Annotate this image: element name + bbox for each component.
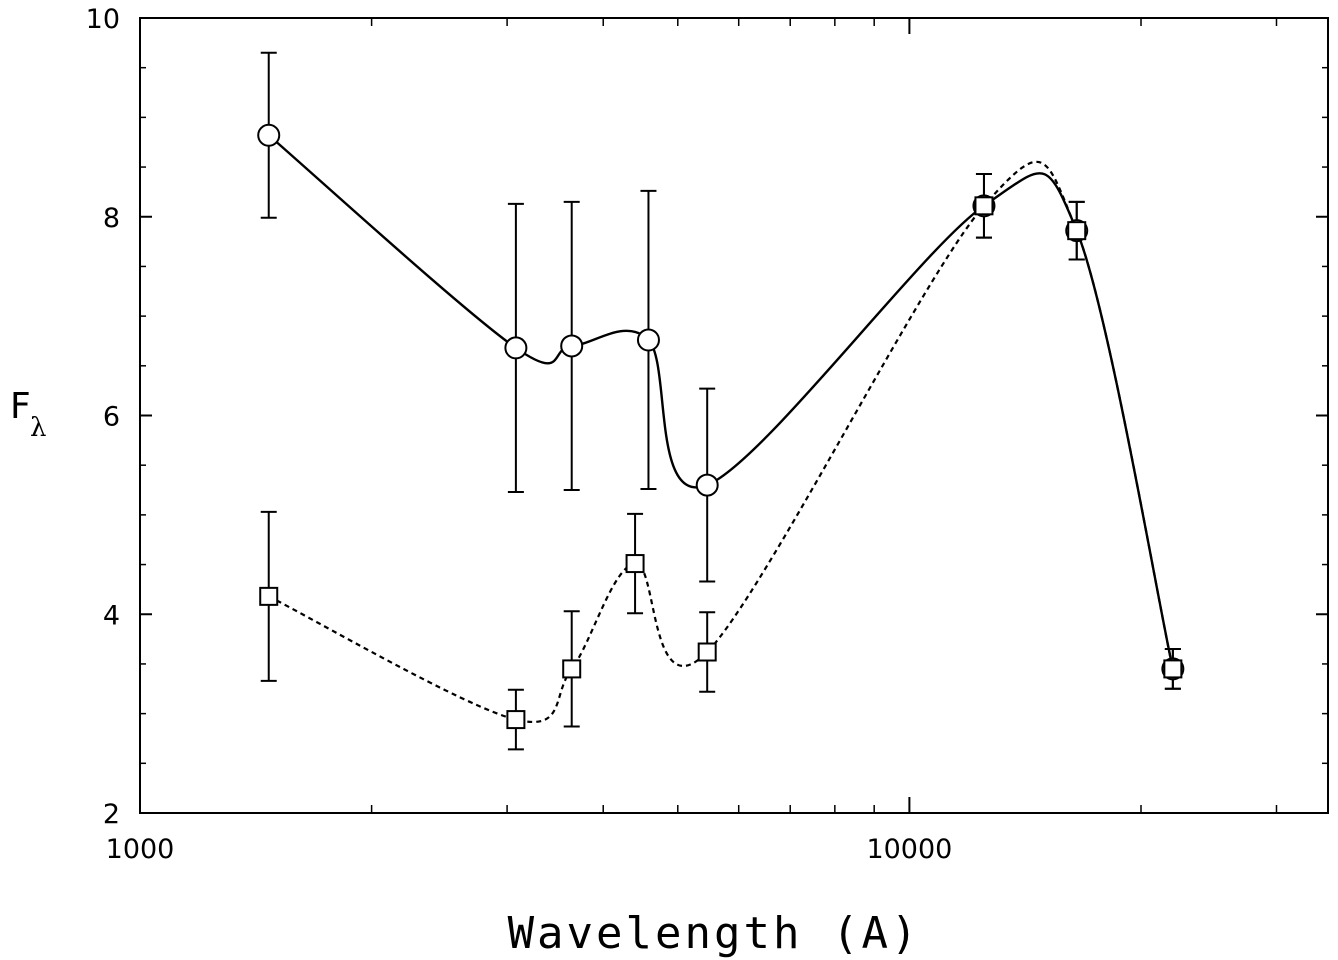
x-tick-label: 1000 xyxy=(106,834,175,865)
plot-frame xyxy=(139,17,1329,814)
square-point xyxy=(625,554,645,574)
circle-point xyxy=(695,473,719,497)
y-tick-label: 2 xyxy=(103,799,120,830)
series-curves xyxy=(267,134,1175,723)
circle-point xyxy=(636,328,660,352)
y-tick-label: 4 xyxy=(103,600,120,631)
y-tick-label: 10 xyxy=(86,4,120,35)
square-point xyxy=(697,642,717,662)
error-bars xyxy=(260,51,1181,751)
y-axis-title: F λ xyxy=(10,386,46,443)
y-tick-label: 6 xyxy=(103,402,120,433)
data-markers xyxy=(257,123,1185,730)
square-point xyxy=(562,659,582,679)
y-tick-label: 8 xyxy=(103,203,120,234)
x-tick-label: 10000 xyxy=(866,834,952,865)
y-axis-title-subscript: λ xyxy=(30,413,46,443)
circle-point xyxy=(560,334,584,358)
y-axis-title-main: F xyxy=(10,386,31,427)
circle-point xyxy=(257,123,281,147)
circle-point xyxy=(504,336,528,360)
square-point xyxy=(506,710,526,730)
square-point xyxy=(1067,221,1087,241)
square-point xyxy=(974,196,994,216)
x-axis-title: Wavelength (A) xyxy=(508,908,921,959)
axis-ticks: 2 4 6 8 10 1000 10000 xyxy=(86,4,1328,865)
series-2-curve xyxy=(268,160,1174,723)
square-point xyxy=(1163,659,1183,679)
series-1-curve xyxy=(267,134,1175,670)
square-point xyxy=(259,586,279,606)
